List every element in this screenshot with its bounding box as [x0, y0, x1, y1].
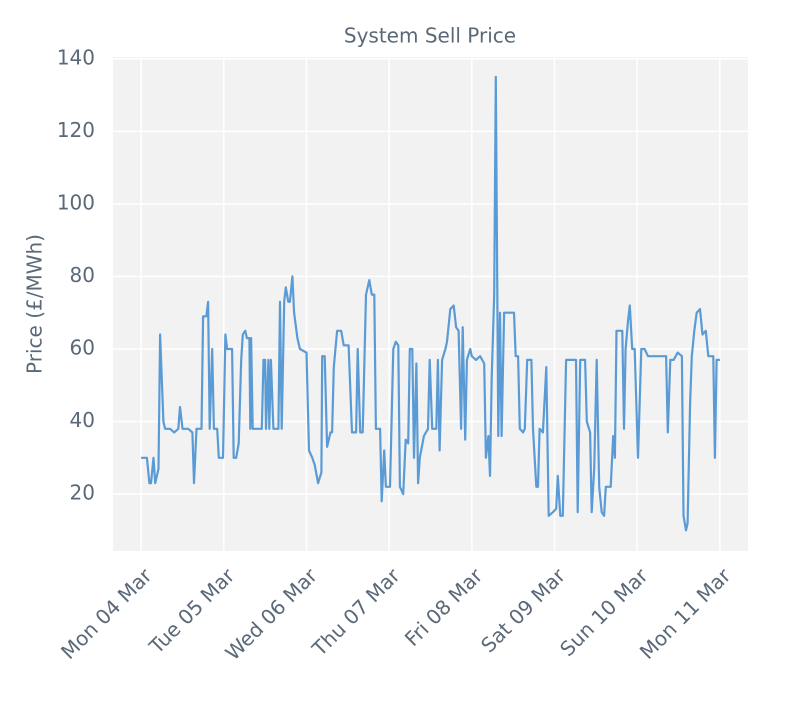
y-tick-label: 100	[57, 190, 95, 214]
x-tick-label: Thu 07 Mar	[307, 563, 405, 661]
x-tick-label: Fri 08 Mar	[400, 563, 488, 651]
y-tick-label: 60	[70, 335, 95, 359]
y-tick-label: 20	[70, 481, 95, 505]
price-line	[141, 75, 720, 532]
plot-area	[113, 57, 748, 551]
y-tick-label: 40	[70, 408, 95, 432]
chart-title: System Sell Price	[344, 24, 516, 48]
y-tick-label: 120	[57, 118, 95, 142]
y-axis-label: Price (£/MWh)	[23, 234, 47, 374]
y-tick-label: 80	[70, 263, 95, 287]
y-tick-label: 140	[57, 45, 95, 69]
x-tick-label: Mon 04 Mar	[56, 563, 157, 664]
